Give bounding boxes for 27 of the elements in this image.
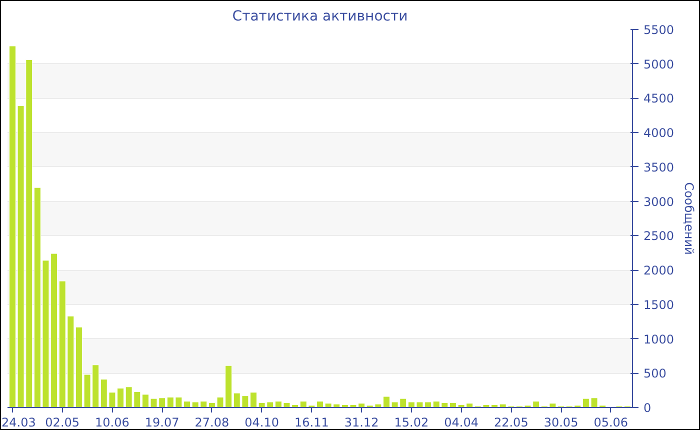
x-tick-label: 05.06	[594, 416, 628, 430]
x-tick-label: 02.05	[45, 416, 80, 430]
y-tick-label: 1500	[644, 298, 674, 312]
y-tick-label: 5500	[644, 23, 674, 37]
x-tick-label: 30.05	[544, 416, 578, 430]
x-tick-label: 10.06	[95, 416, 130, 430]
x-tick-label: 27.08	[194, 416, 230, 430]
x-tick-label: 04.10	[244, 416, 280, 430]
y-tick-label: 2000	[644, 264, 674, 278]
x-tick-label: 24.03	[2, 416, 36, 430]
y-tick-label: 3500	[644, 160, 674, 174]
x-tick-label: 31.12	[344, 416, 379, 430]
y-tick-label: 1000	[644, 332, 674, 346]
chart-title: Статистика активности	[232, 8, 408, 24]
y-tick-label: 5000	[644, 57, 674, 72]
y-tick-label: 4000	[644, 126, 674, 140]
y-axis-title: Сообщений	[682, 182, 696, 255]
x-tick-label: 15.02	[394, 416, 429, 430]
y-tick-label: 3000	[644, 194, 674, 209]
x-tick-label: 16.11	[294, 416, 329, 430]
y-tick-label: 2500	[644, 229, 674, 244]
y-tick-label: 4500	[644, 92, 674, 106]
x-tick-label: 22.05	[494, 416, 528, 430]
y-tick-label: 0	[644, 401, 652, 415]
x-tick-label: 04.04	[444, 416, 478, 430]
x-tick-label: 19.07	[144, 416, 180, 430]
y-tick-label: 500	[644, 366, 666, 381]
